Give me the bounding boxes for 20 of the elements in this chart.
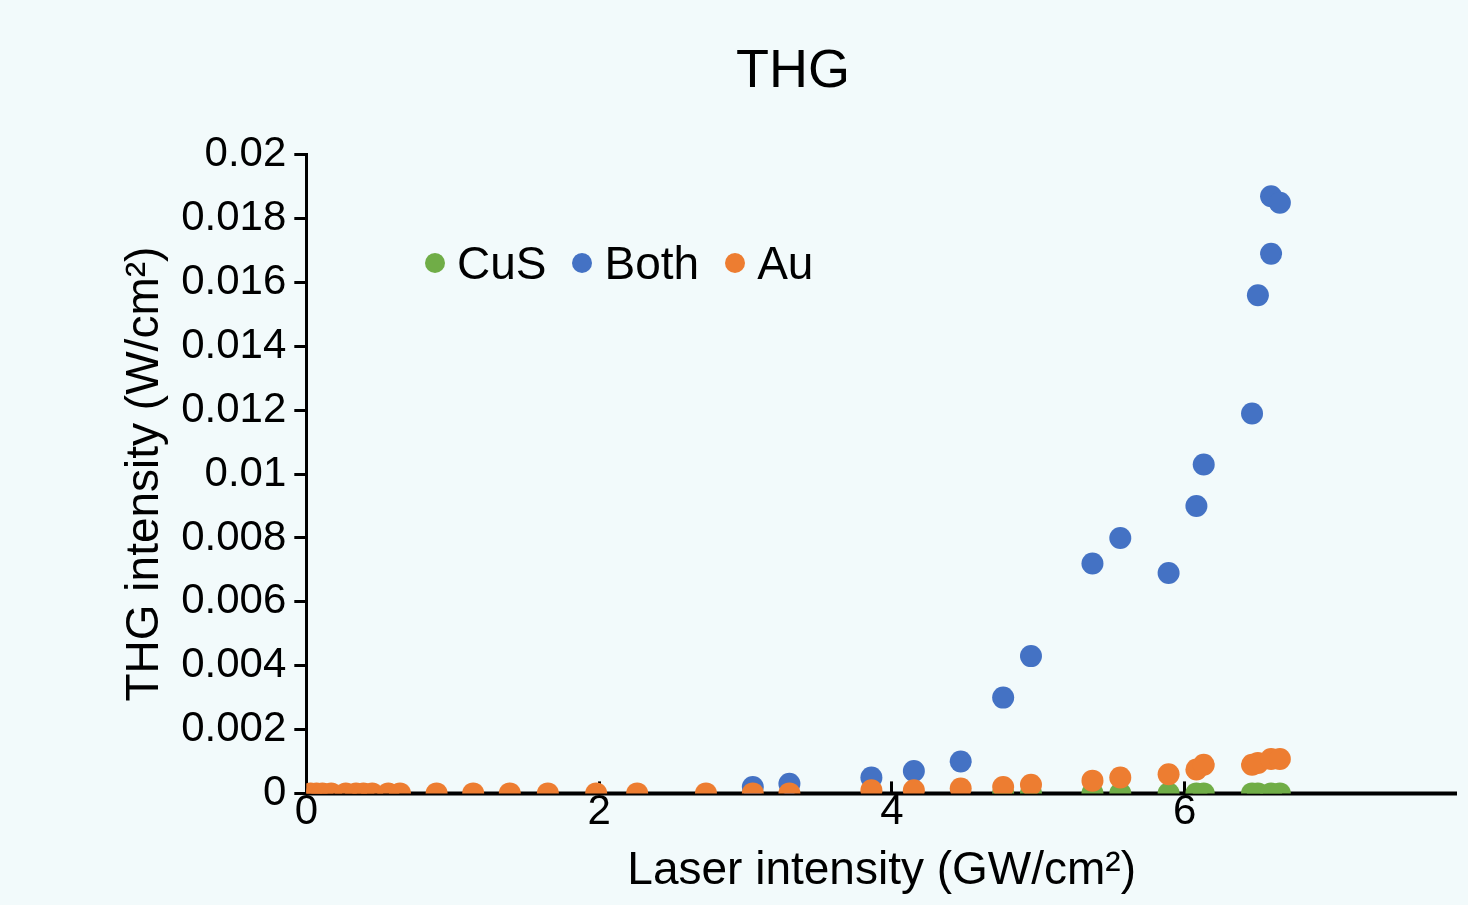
y-tick-label: 0.008 bbox=[181, 511, 287, 559]
legend-label: Au bbox=[757, 236, 814, 290]
y-tick-label: 0.01 bbox=[204, 447, 287, 495]
x-tick-label: 0 bbox=[294, 786, 318, 834]
y-tick-label: 0.02 bbox=[204, 128, 287, 176]
x-tick-label: 2 bbox=[587, 786, 611, 834]
x-axis-title: Laser intensity (GW/cm²) bbox=[627, 842, 1136, 895]
legend-label: CuS bbox=[457, 236, 547, 290]
y-tick-label: 0.002 bbox=[181, 703, 287, 751]
y-tick-label: 0.004 bbox=[181, 639, 287, 687]
y-tick-label: 0.012 bbox=[181, 383, 287, 431]
y-tick-label: 0.016 bbox=[181, 256, 287, 304]
legend-label: Both bbox=[604, 236, 700, 290]
chart-title: THG bbox=[736, 38, 850, 99]
y-tick-label: 0.006 bbox=[181, 575, 287, 623]
x-tick-label: 6 bbox=[1173, 786, 1197, 834]
y-tick-label: 0.018 bbox=[181, 192, 287, 240]
y-tick-label: 0.014 bbox=[181, 319, 287, 367]
y-axis-title: THG intensity (W/cm²) bbox=[116, 246, 169, 702]
x-tick-label: 4 bbox=[880, 786, 904, 834]
